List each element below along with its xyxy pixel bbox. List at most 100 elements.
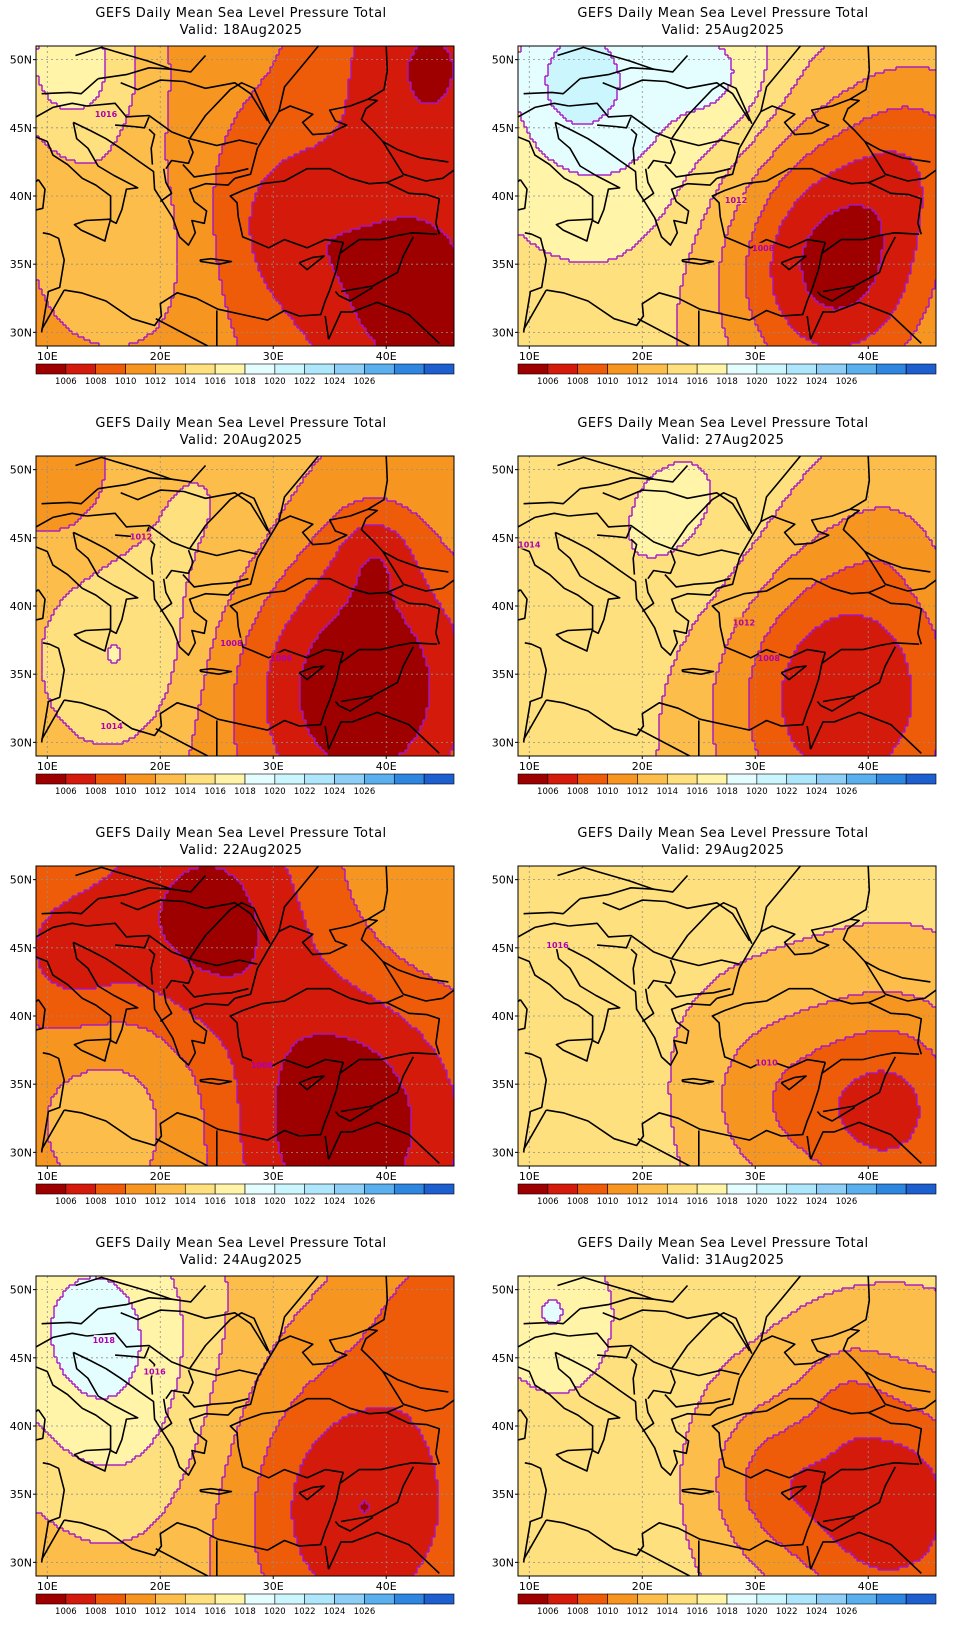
colorbar-label: 1010 [597, 1197, 619, 1207]
lat-tick-label: 40N [10, 1010, 32, 1023]
colorbar-label: 1012 [145, 787, 167, 797]
lon-tick-label: 30E [745, 1580, 766, 1593]
map-plot-area: 1012 1008 [518, 46, 936, 346]
colorbar-label: 1024 [806, 787, 828, 797]
map-panel: GEFS Daily Mean Sea Level Pressure Total… [482, 0, 964, 410]
colorbar-label: 1006 [537, 377, 559, 387]
colorbar-label: 1014 [656, 1197, 678, 1207]
lat-tick-label: 30N [10, 736, 32, 749]
lon-tick-label: 20E [150, 760, 171, 773]
lon-tick-label: 10E [519, 760, 540, 773]
colorbar-label: 1020 [746, 787, 768, 797]
colorbar: 1006 1008 1010 1012 1014 1016 1018 1020 1022 1024… [35, 1593, 455, 1617]
contour-label-bg [131, 531, 152, 541]
colorbar-swatch [423, 1593, 455, 1605]
isobar-lines [36, 866, 454, 1166]
colorbar-swatch [517, 773, 549, 785]
lat-tick-label: 50N [10, 54, 32, 67]
colorbar-swatch [666, 363, 698, 375]
lat-tick-label: 45N [492, 532, 514, 545]
colorbar-swatch [334, 363, 365, 375]
colorbar-label: 1014 [174, 377, 196, 387]
colorbar-label: 1026 [836, 377, 858, 387]
colorbar-label: 1006 [537, 1607, 559, 1617]
contour-label-bg [726, 195, 747, 205]
lat-tick-label: 35N [10, 1488, 32, 1501]
colorbar: 1006 1008 1010 1012 1014 1016 1018 1020 1022 1024… [35, 363, 455, 387]
colorbar-label: 1006 [537, 1197, 559, 1207]
isobar-lines [667, 922, 936, 1166]
colorbar-swatch [666, 1183, 698, 1195]
colorbar-swatch [274, 1183, 306, 1195]
contour-label: 1008 [251, 1061, 274, 1070]
colorbar-swatch [125, 363, 156, 375]
colorbar-label: 1008 [85, 1197, 107, 1207]
gridlines [518, 1276, 936, 1576]
colorbar-swatch [184, 773, 216, 785]
colorbar-swatch [517, 363, 549, 375]
colorbar-label: 1008 [567, 377, 589, 387]
colorbar-swatch [393, 1593, 425, 1605]
lon-tick-label: 40E [376, 1580, 397, 1593]
colorbar-label: 1010 [597, 1607, 619, 1617]
colorbar-label: 1016 [686, 1197, 708, 1207]
colorbar-swatch [696, 363, 728, 375]
contour-label-bg [101, 721, 122, 730]
lon-tick-label: 40E [858, 1170, 879, 1183]
lon-tick-label: 10E [37, 1170, 58, 1183]
colorbar-swatch [125, 773, 156, 785]
lat-tick-label: 50N [492, 874, 514, 887]
colorbar-label: 1016 [204, 377, 226, 387]
colorbar-swatch [214, 363, 246, 375]
colorbar-swatch [726, 1183, 758, 1195]
colorbar-swatch [95, 1183, 126, 1195]
contour-label-bg [93, 1335, 114, 1345]
colorbar-swatch [607, 1183, 638, 1195]
lon-tick-label: 30E [263, 1170, 284, 1183]
lon-tick-label: 10E [519, 350, 540, 363]
colorbar-label: 1010 [115, 1197, 137, 1207]
colorbar-label: 1006 [55, 1607, 77, 1617]
colorbar-swatch [304, 363, 335, 375]
coastlines-borders [518, 46, 936, 346]
colorbar-swatch [666, 1593, 698, 1605]
colorbar-swatch [547, 363, 579, 375]
colorbar-swatch [35, 773, 67, 785]
panel-title: GEFS Daily Mean Sea Level Pressure Total [95, 1236, 387, 1251]
colorbar-swatch [905, 773, 937, 785]
colorbar-label: 1022 [294, 1607, 316, 1617]
map-plot-area: 1016 [36, 46, 454, 346]
lon-tick-label: 40E [858, 350, 879, 363]
lat-tick-label: 30N [10, 1556, 32, 1569]
map-plot-area: 1014 1012 1008 [518, 456, 936, 756]
colorbar-label: 1012 [627, 377, 649, 387]
contour-label: 1016 [95, 110, 118, 119]
lat-tick-label: 50N [10, 874, 32, 887]
panel-title: GEFS Daily Mean Sea Level Pressure Total [95, 416, 387, 431]
contour-label: 1010 [755, 1058, 778, 1067]
colorbar-swatch [875, 1183, 907, 1195]
colorbar-label: 1024 [324, 1607, 346, 1617]
contour-label-bg [758, 652, 779, 662]
contour-label-bg [733, 617, 754, 627]
colorbar-swatch [393, 773, 425, 785]
lat-tick-label: 30N [10, 1146, 32, 1159]
colorbar-label: 1022 [776, 377, 798, 387]
colorbar-label: 1014 [174, 1607, 196, 1617]
colorbar-label: 1022 [776, 1607, 798, 1617]
colorbar-label: 1010 [115, 377, 137, 387]
lon-tick-label: 20E [150, 1580, 171, 1593]
lon-tick-label: 40E [376, 760, 397, 773]
colorbar-swatch [65, 773, 97, 785]
colorbar-label: 1008 [85, 787, 107, 797]
contour-label: 1006 [270, 654, 293, 663]
colorbar-swatch [786, 773, 817, 785]
colorbar-swatch [756, 1183, 788, 1195]
colorbar-swatch [696, 773, 728, 785]
lat-tick-label: 35N [10, 668, 32, 681]
lon-tick-label: 20E [632, 1170, 653, 1183]
coastlines-borders [36, 46, 454, 346]
